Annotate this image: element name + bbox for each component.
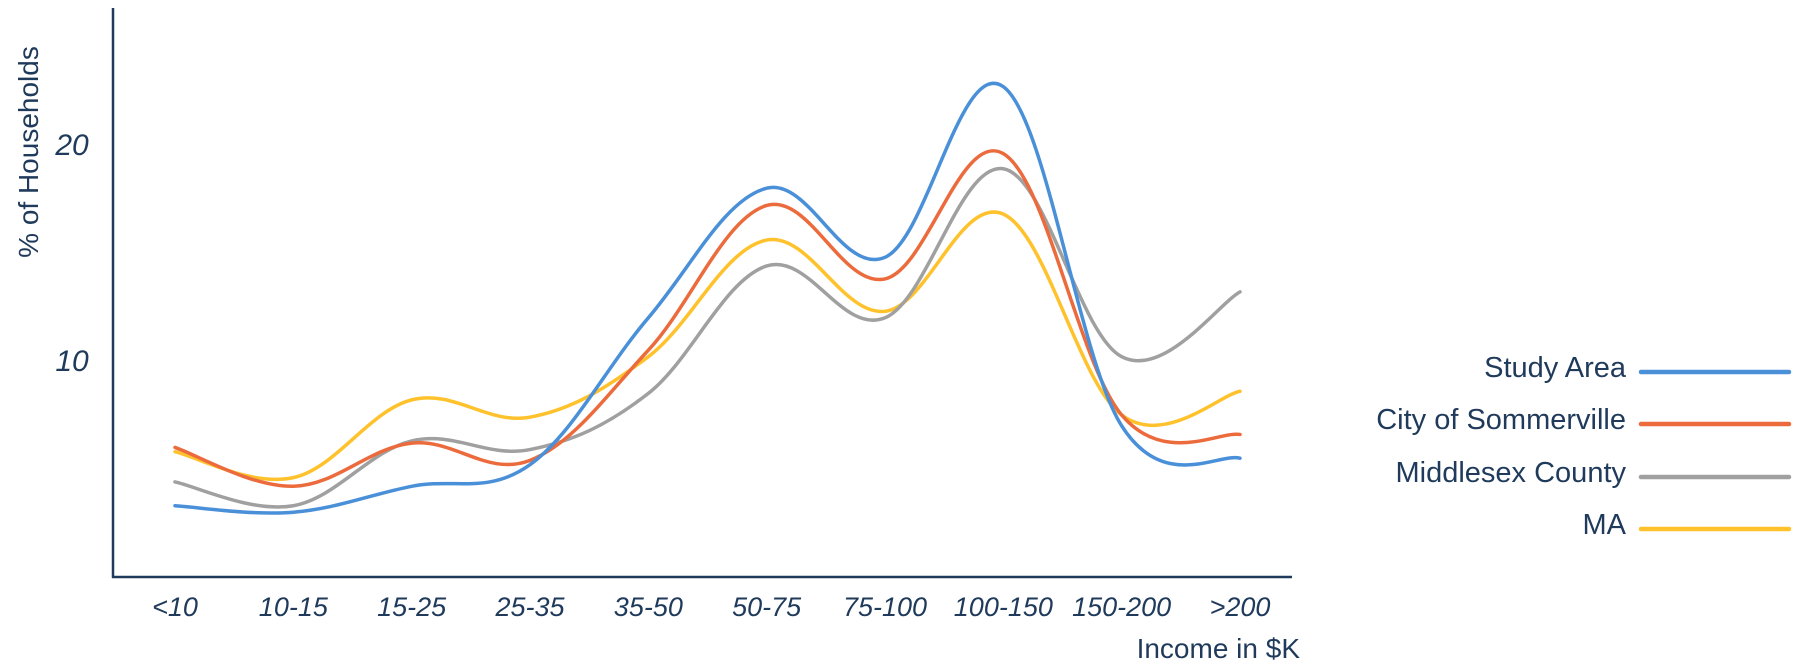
legend-label: Middlesex County bbox=[1396, 457, 1627, 489]
x-tick-label: 50-75 bbox=[732, 592, 802, 622]
x-tick-label: >200 bbox=[1210, 592, 1271, 622]
x-tick-label: 25-35 bbox=[494, 592, 565, 622]
legend-item: Study Area bbox=[1484, 352, 1789, 384]
axes bbox=[112, 8, 1292, 578]
x-tick-label: 10-15 bbox=[259, 592, 329, 622]
x-tick-label: 75-100 bbox=[843, 592, 927, 622]
series-line-city-of-sommerville bbox=[175, 151, 1240, 487]
x-ticks: <10 10-15 15-25 25-35 35-50 50-75 75-100 100-15… bbox=[152, 592, 1270, 622]
x-tick-label: 150-200 bbox=[1072, 592, 1171, 622]
series-lines bbox=[175, 83, 1240, 513]
y-ticks: 10 20 bbox=[54, 129, 89, 378]
x-tick-label: 35-50 bbox=[614, 592, 683, 622]
legend-label: MA bbox=[1583, 509, 1627, 541]
legend: Study Area City of Sommerville Middlesex C… bbox=[1376, 352, 1789, 541]
legend-item: City of Sommerville bbox=[1376, 404, 1789, 436]
y-tick-label: 20 bbox=[54, 129, 89, 162]
x-tick-label: 100-150 bbox=[954, 592, 1053, 622]
x-axis-title: Income in $K bbox=[1137, 633, 1301, 664]
x-tick-label: <10 bbox=[152, 592, 198, 622]
legend-item: MA bbox=[1583, 509, 1790, 541]
y-tick-label: 10 bbox=[55, 345, 89, 378]
y-axis-title: % of Households bbox=[13, 46, 44, 258]
series-line-ma bbox=[175, 212, 1240, 479]
legend-label: Study Area bbox=[1484, 352, 1627, 384]
legend-label: City of Sommerville bbox=[1376, 404, 1626, 436]
legend-item: Middlesex County bbox=[1396, 457, 1790, 489]
x-tick-label: 15-25 bbox=[377, 592, 447, 622]
